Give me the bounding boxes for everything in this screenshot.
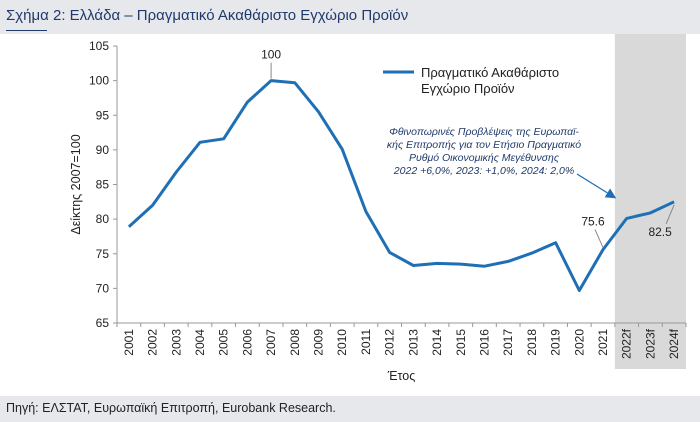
note-line-1: Φθινοπωρινές Προβλέψεις της Ευρωπαϊ-	[389, 126, 579, 138]
x-tick-label: 2024f	[667, 328, 681, 359]
y-axis-label: Δείκτης 2007=100	[69, 134, 83, 234]
x-tick-label: 2004	[193, 329, 207, 356]
x-tick-label: 2017	[501, 329, 515, 356]
y-tick-label: 90	[96, 143, 110, 157]
y-tick-label: 80	[96, 212, 110, 226]
data-label-2024f: 82.5	[648, 225, 672, 239]
y-tick-label: 70	[96, 281, 110, 295]
note-line-2: κής Επιτροπής για τον Ετήσιο Πραγματικό	[387, 139, 581, 151]
note-line-3: Ρυθμό Οικονομικής Μεγέθυνσης	[409, 152, 560, 164]
source-bar: Πηγή: ΕΛΣΤΑΤ, Ευρωπαϊκή Επιτροπή, Euroba…	[0, 396, 700, 422]
x-tick-label: 2005	[217, 329, 231, 356]
leader-line-2024	[665, 204, 675, 225]
y-tick-label: 85	[96, 178, 110, 192]
x-tick-labels: 2001 2002 2003 2004 2005 2006 2007 2008 2009 2010…	[116, 323, 687, 359]
x-tick-label: 2006	[240, 329, 254, 356]
x-tick-label: 2011	[359, 329, 373, 355]
x-tick-label: 2001	[122, 329, 136, 356]
x-tick-label: 2021	[596, 329, 610, 356]
forecast-note: Φθινοπωρινές Προβλέψεις της Ευρωπαϊ- κής…	[387, 126, 581, 177]
legend: Πραγματικό Ακαθάριστο Εγχώριο Προϊόν	[383, 65, 559, 96]
y-tick-labels: 65 70 75 80 85 90 95 100 105	[89, 39, 117, 330]
gdp-series-line	[127, 79, 675, 292]
chart-title: Σχήμα 2: Ελλάδα – Πραγματικό Ακαθάριστο …	[6, 7, 409, 24]
chart-area: 65 70 75 80 85 90 95 100 105 2001 2002 2003 2004 200…	[0, 34, 700, 394]
y-tick-label: 100	[89, 74, 109, 88]
x-tick-label: 2003	[169, 329, 183, 356]
source-note: Πηγή: ΕΛΣΤΑΤ, Ευρωπαϊκή Επιτροπή, Euroba…	[6, 401, 336, 415]
x-axis-label: Έτος	[387, 369, 416, 383]
x-tick-label: 2016	[477, 329, 491, 356]
x-tick-label: 2008	[288, 329, 302, 356]
leader-line-2021	[594, 229, 604, 248]
y-tick-label: 95	[96, 108, 110, 122]
x-tick-label: 2019	[549, 329, 563, 356]
x-tick-label: 2010	[335, 329, 349, 356]
x-tick-label: 2022f	[620, 328, 634, 359]
legend-label-line2: Εγχώριο Προϊόν	[421, 81, 515, 96]
note-arrow	[576, 173, 617, 199]
x-tick-label: 2002	[146, 329, 160, 356]
legend-label-line1: Πραγματικό Ακαθάριστο	[421, 65, 559, 80]
title-underline	[6, 30, 47, 31]
x-tick-label: 2020	[572, 329, 586, 356]
y-tick-label: 65	[96, 316, 110, 330]
data-label-2021: 75.6	[581, 215, 605, 229]
x-tick-label: 2009	[312, 329, 326, 356]
title-bar: Σχήμα 2: Ελλάδα – Πραγματικό Ακαθάριστο …	[0, 0, 700, 34]
x-tick-label: 2007	[264, 329, 278, 356]
data-label-2007: 100	[261, 48, 281, 62]
y-tick-label: 105	[89, 39, 109, 53]
x-tick-label: 2013	[406, 329, 420, 356]
x-tick-label: 2023f	[643, 328, 657, 359]
y-tick-label: 75	[96, 247, 110, 261]
x-tick-label: 2018	[525, 329, 539, 356]
forecast-band	[614, 34, 686, 369]
note-line-4: 2022 +6,0%, 2023: +1,0%, 2024: 2,0%	[393, 165, 574, 177]
x-tick-label: 2014	[430, 329, 444, 356]
x-tick-label: 2015	[454, 329, 468, 356]
x-tick-label: 2012	[383, 329, 397, 356]
